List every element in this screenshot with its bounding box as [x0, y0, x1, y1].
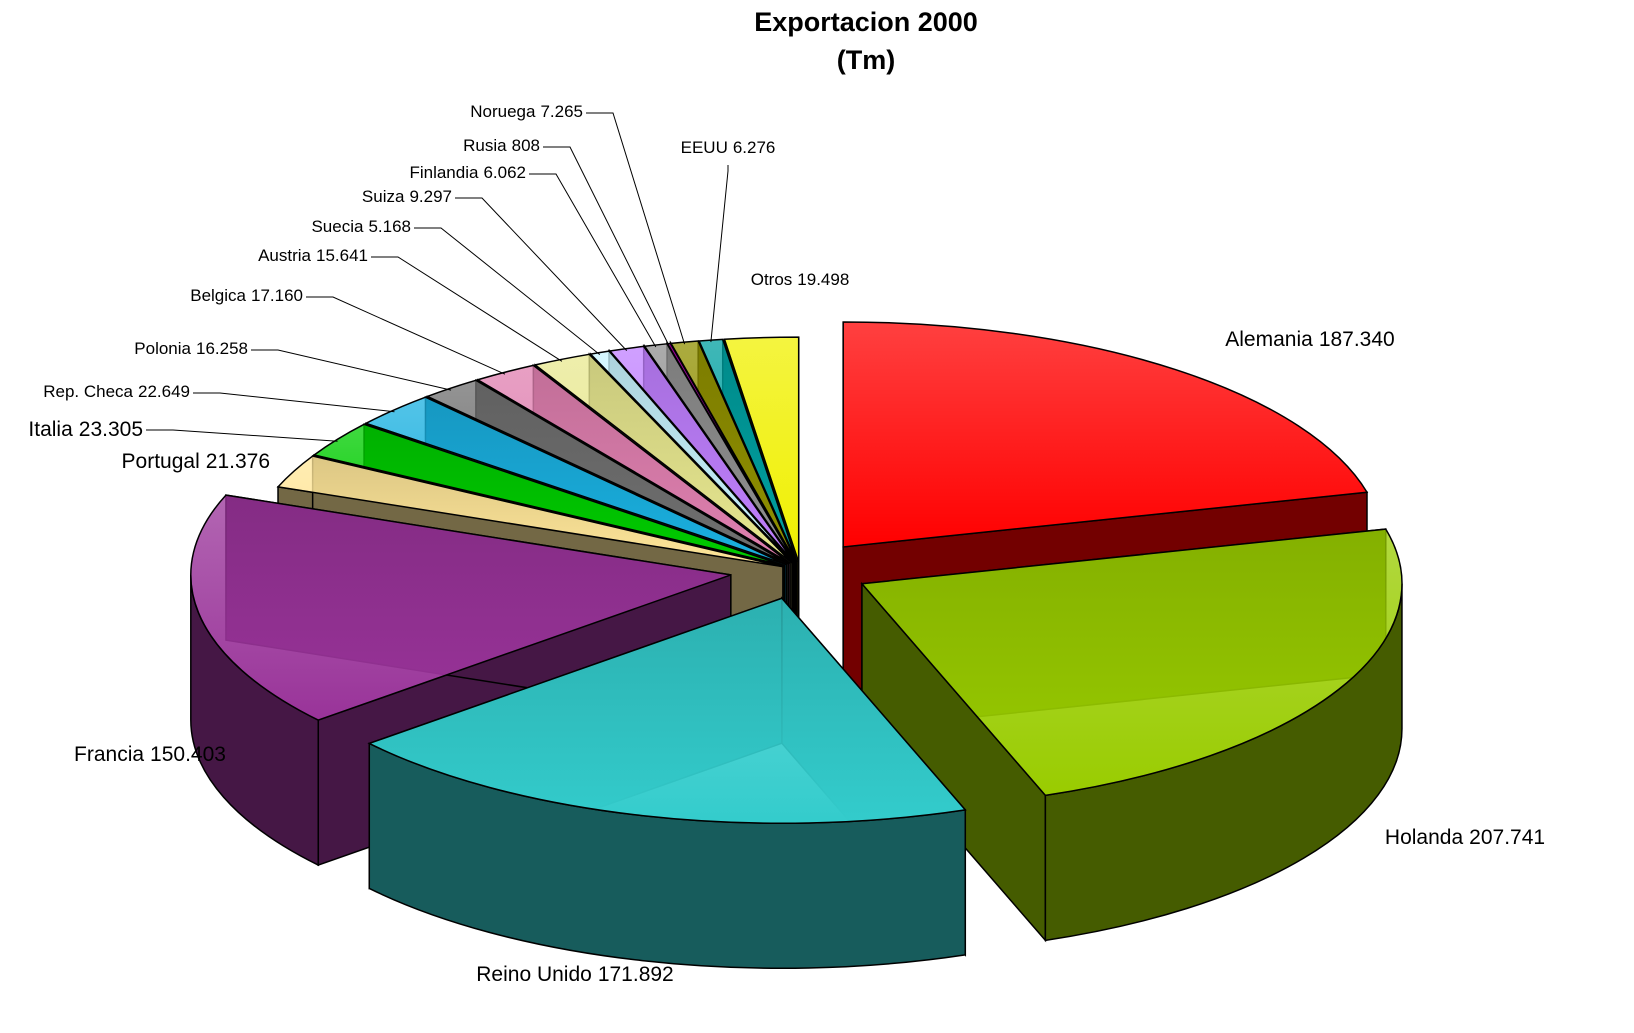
category-label: Rep. Checa	[43, 382, 133, 401]
category-label: Holanda	[1385, 826, 1464, 849]
value-label: 207.741	[1469, 826, 1545, 849]
leader-line	[543, 146, 670, 346]
category-label: Suiza	[362, 187, 405, 206]
pie-slice	[276, 455, 784, 568]
pie-slice	[364, 396, 787, 566]
slice-label: Austria 15.641	[258, 246, 368, 265]
pie-slice	[723, 336, 800, 563]
category-label: Otros	[751, 270, 793, 289]
leader-line	[586, 112, 686, 345]
slice-label: Otros 19.498	[751, 270, 850, 289]
chart-subtitle: (Tm)	[837, 45, 895, 75]
category-label: Alemania	[1225, 328, 1313, 351]
value-label: 6.062	[483, 163, 526, 182]
slice-label: Polonia 16.258	[134, 339, 248, 358]
slice-label: Suiza 9.297	[362, 187, 452, 206]
slice	[860, 528, 1403, 943]
pie-slice	[589, 350, 794, 564]
leader-line	[146, 429, 338, 442]
pie-slice	[425, 379, 789, 565]
category-label: Italia	[28, 418, 73, 441]
value-label: 6.276	[733, 138, 776, 157]
slice-label: Belgica 17.160	[190, 286, 303, 305]
pie-slice	[475, 364, 791, 564]
category-label: Suecia	[311, 217, 364, 236]
slice-label: Finlandia 6.062	[409, 163, 526, 182]
pie-slice	[860, 528, 1403, 797]
category-label: Rusia	[463, 136, 507, 155]
pie-slice	[312, 423, 785, 567]
value-label: 22.649	[138, 382, 190, 401]
pie-slice	[608, 345, 795, 564]
slice-label: Italia 23.305	[28, 418, 143, 441]
category-label: Austria	[258, 246, 311, 265]
value-label: 171.892	[598, 963, 674, 986]
slice-label: Rep. Checa 22.649	[43, 382, 190, 401]
leader-line	[414, 227, 601, 355]
value-label: 16.258	[196, 339, 248, 358]
slice-label: Noruega 7.265	[470, 102, 583, 121]
pie-slice	[643, 343, 796, 563]
category-label: Francia	[74, 743, 144, 766]
pie-slice	[190, 494, 732, 721]
leader-line	[306, 296, 506, 375]
category-label: Portugal	[122, 450, 200, 473]
slice-label: EEUU 6.276	[681, 138, 776, 157]
slice-label: Portugal 21.376	[122, 450, 270, 473]
slice-label: Reino Unido 171.892	[476, 963, 674, 986]
value-label: 17.160	[251, 286, 303, 305]
pie-slice	[842, 321, 1369, 548]
chart-title: Exportacion 2000	[754, 7, 978, 37]
leader-line	[710, 165, 729, 343]
value-label: 7.265	[540, 102, 583, 121]
category-label: EEUU	[681, 138, 728, 157]
leader-line	[455, 197, 628, 351]
category-label: Noruega	[470, 102, 536, 121]
slice-label: Rusia 808	[463, 136, 540, 155]
category-label: Belgica	[190, 286, 246, 305]
slice	[367, 596, 967, 969]
category-label: Reino Unido	[476, 963, 592, 986]
value-label: 15.641	[316, 246, 368, 265]
value-label: 808	[512, 136, 540, 155]
category-label: Finlandia	[409, 163, 479, 182]
slice-label: Alemania 187.340	[1225, 328, 1394, 351]
value-label: 187.340	[1319, 328, 1395, 351]
slice-label: Francia 150.403	[74, 743, 226, 766]
pie-slice	[367, 597, 967, 824]
pie-slice	[533, 353, 793, 564]
leader-line	[529, 173, 657, 348]
value-label: 23.305	[79, 418, 143, 441]
leader-line	[193, 392, 395, 413]
value-label: 19.498	[797, 270, 849, 289]
value-label: 150.403	[150, 743, 226, 766]
value-label: 9.297	[409, 187, 452, 206]
leader-line	[251, 349, 452, 391]
slice-label: Suecia 5.168	[311, 217, 411, 236]
value-label: 21.376	[206, 450, 270, 473]
leader-line	[371, 256, 563, 362]
category-label: Polonia	[134, 339, 191, 358]
slice-label: Holanda 207.741	[1385, 826, 1545, 849]
value-label: 5.168	[368, 217, 411, 236]
